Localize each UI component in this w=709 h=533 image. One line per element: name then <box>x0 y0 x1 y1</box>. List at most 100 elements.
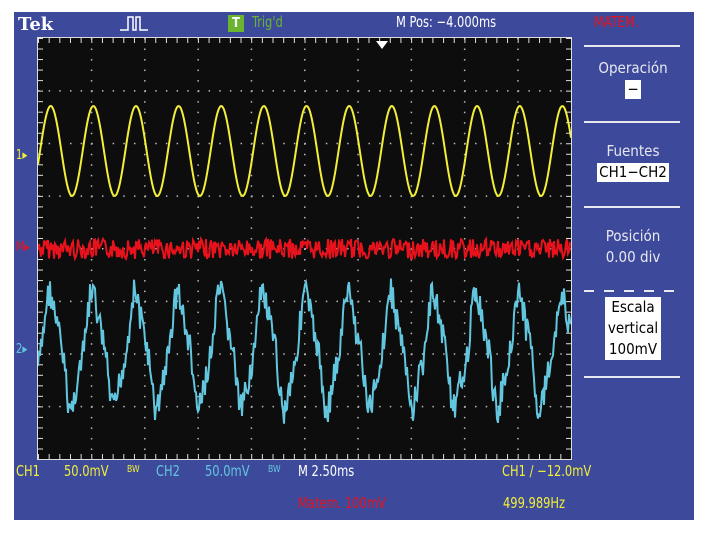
tick <box>475 38 477 43</box>
grid-dot <box>187 248 189 250</box>
grid-dot <box>80 248 83 250</box>
grid-dot <box>304 269 306 272</box>
grid-dot <box>90 174 93 177</box>
grid-dot <box>144 48 146 51</box>
grid-dot <box>453 90 456 92</box>
grid-dot <box>410 48 413 51</box>
menu-position[interactable]: Posición 0.00 div <box>580 226 686 268</box>
grid-dot <box>197 164 199 166</box>
tick <box>91 38 93 43</box>
grid-dot <box>219 142 221 145</box>
tick <box>325 454 327 459</box>
grid-dot <box>347 353 349 355</box>
grid-dot <box>91 353 93 355</box>
tick <box>38 454 39 459</box>
grid-dot <box>304 395 306 398</box>
grid-dot <box>357 332 359 335</box>
grid-dot <box>197 227 199 229</box>
grid-dot <box>410 69 413 72</box>
tick <box>453 38 455 43</box>
sources-value: CH1−CH2 <box>597 163 669 182</box>
grid-dot <box>463 385 466 387</box>
grid-dot <box>517 448 519 450</box>
grid-dot <box>379 90 381 92</box>
grid-dot <box>304 311 306 314</box>
tick <box>38 280 43 282</box>
tick <box>38 301 43 303</box>
tick <box>38 406 43 408</box>
grid-dot <box>410 416 413 419</box>
grid-dot <box>357 353 360 355</box>
grid-dot <box>187 90 189 92</box>
grid-dot <box>219 90 221 92</box>
grid-dot <box>90 185 93 187</box>
tick <box>566 111 571 113</box>
grid-dot <box>517 206 519 208</box>
grid-dot <box>90 132 93 135</box>
grid-dot <box>250 311 253 314</box>
grid-dot <box>90 343 93 345</box>
ch2-marker[interactable]: 2▸ <box>16 342 28 357</box>
math-marker[interactable]: M▸ <box>16 240 30 255</box>
grid-dot <box>453 142 456 145</box>
grid-dot <box>176 405 179 408</box>
menu-sources[interactable]: Fuentes CH1−CH2 <box>580 141 686 183</box>
tick <box>566 153 571 155</box>
tick <box>389 38 391 43</box>
grid-dot <box>304 385 306 387</box>
grid-dot <box>560 405 562 408</box>
menu-operation[interactable]: Operación − <box>580 58 686 100</box>
grid-dot <box>410 111 413 114</box>
tick <box>38 237 43 239</box>
grid-dot <box>517 164 519 166</box>
grid-dot <box>517 69 519 72</box>
tick <box>379 38 381 43</box>
tick <box>566 195 571 197</box>
grid-dot <box>48 90 51 92</box>
grid-dot <box>240 142 243 145</box>
tick <box>251 454 253 459</box>
grid-dot <box>517 416 519 419</box>
grid-dot <box>560 353 562 355</box>
grid-dot <box>144 195 147 197</box>
grid-dot <box>304 227 306 229</box>
grid-dot <box>410 80 413 82</box>
grid-dot <box>357 80 359 82</box>
grid-dot <box>389 142 392 145</box>
grid-dot <box>261 195 264 197</box>
grid-dot <box>528 195 530 197</box>
grid-dot <box>517 174 519 177</box>
grid-dot <box>463 427 466 429</box>
grid-dot <box>539 405 541 408</box>
grid-dot <box>90 227 93 229</box>
grid-dot <box>336 142 338 145</box>
grid-dot <box>112 90 115 92</box>
grid-dot <box>475 405 477 408</box>
grid-dot <box>155 300 157 303</box>
grid-dot <box>219 300 221 303</box>
grid-dot <box>485 300 488 303</box>
grid-dot <box>560 195 562 197</box>
grid-dot <box>432 90 434 92</box>
tick <box>144 454 146 459</box>
grid-dot <box>91 248 93 250</box>
grid-dot <box>517 195 520 197</box>
tick <box>229 454 231 459</box>
grid-dot <box>410 153 413 156</box>
tick <box>566 290 571 292</box>
grid-dot <box>517 59 519 61</box>
grid-dot <box>357 437 359 440</box>
position-value: 0.00 div <box>605 248 661 266</box>
grid-dot <box>410 259 413 261</box>
grid-dot <box>517 332 519 335</box>
grid-dot <box>123 300 125 303</box>
ch1-marker[interactable]: 1▸ <box>16 148 28 163</box>
grid-dot <box>101 405 104 408</box>
grid-dot <box>251 353 253 355</box>
grid-dot <box>357 311 359 314</box>
grid-dot <box>187 353 189 355</box>
tick <box>38 90 43 92</box>
grid-dot <box>293 353 296 355</box>
menu-vertical-scale[interactable]: Escala vertical 100mV <box>580 297 686 360</box>
grid-dot <box>475 90 477 92</box>
